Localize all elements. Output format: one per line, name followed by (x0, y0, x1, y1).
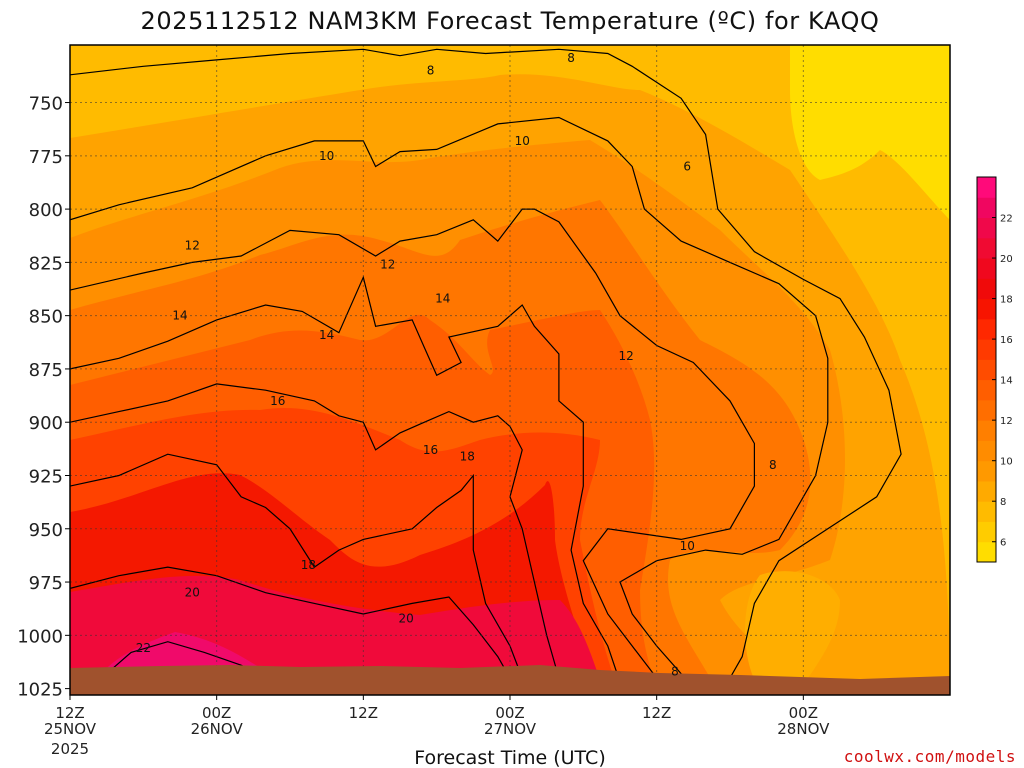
contour-label: 10 (515, 134, 530, 148)
contour-label: 6 (683, 159, 691, 173)
colorbar-swatch (977, 177, 996, 198)
y-tick-label: 800 (29, 200, 63, 221)
y-tick-label: 850 (29, 307, 63, 328)
x-tick-label: 00Z (789, 704, 818, 722)
colorbar-swatch (977, 480, 996, 502)
contour-label: 8 (427, 64, 435, 78)
contour-line-8 (70, 48, 902, 679)
chart-title: 2025112512 NAM3KM Forecast Temperature (… (141, 7, 880, 35)
y-tick-label: 950 (29, 520, 63, 541)
x-tick-label: 25NOV (44, 720, 97, 738)
x-tick-label: 12Z (55, 704, 84, 722)
contour-label: 22 (136, 641, 151, 655)
colorbar-swatch (977, 359, 996, 381)
contour-label: 8 (769, 458, 777, 472)
y-tick-label: 975 (29, 573, 63, 594)
x-tick-label: 2025 (51, 740, 89, 758)
x-tick-label: 12Z (349, 704, 378, 722)
y-tick-label: 750 (29, 94, 63, 115)
x-tick-label: 00Z (202, 704, 231, 722)
contour-line-12 (70, 208, 755, 679)
contour-line-20 (70, 566, 511, 679)
contour-label: 8 (671, 665, 679, 679)
colorbar-label: 22 (1000, 214, 1013, 225)
contour-label: 14 (435, 292, 450, 306)
contour-label: 16 (423, 443, 438, 457)
x-tick-label: 12Z (642, 704, 671, 722)
colorbar-swatch (977, 237, 996, 259)
contour-label: 20 (185, 586, 200, 600)
y-tick-label: 900 (29, 413, 63, 434)
cold-band-low-level (745, 571, 840, 690)
contour-line-14 (70, 275, 621, 683)
colorbar-label: 20 (1000, 254, 1013, 265)
colorbar-swatch (977, 217, 996, 239)
colorbar-swatch (977, 541, 996, 563)
contour-line-16 (70, 383, 560, 679)
temperature-fills (70, 45, 950, 695)
colorbar-swatch (977, 298, 996, 320)
contour-label: 18 (301, 558, 316, 572)
gridlines (70, 45, 950, 695)
contour-lines (70, 48, 902, 683)
colorbar-label: 6 (1000, 538, 1006, 549)
colorbar-swatch (977, 197, 996, 219)
x-tick-label: 00Z (495, 704, 524, 722)
colorbar-label: 8 (1000, 497, 1006, 508)
colorbar-swatch (977, 258, 996, 279)
colorbar-swatch (977, 521, 996, 543)
colorbar-swatch (977, 420, 996, 441)
colorbar-swatch (977, 278, 996, 300)
colorbar-swatch (977, 318, 996, 340)
colorbar-swatch (977, 440, 996, 462)
contour-label: 16 (270, 394, 285, 408)
colorbar-label: 10 (1000, 457, 1013, 468)
colorbar-swatch (977, 460, 996, 482)
colorbar-label: 14 (1000, 376, 1013, 387)
x-axis-label: Forecast Time (UTC) (414, 747, 605, 768)
contour-label: 12 (185, 238, 200, 252)
contour-line-18 (70, 453, 523, 679)
contour-label: 12 (618, 349, 633, 363)
colorbar-swatch (977, 339, 996, 360)
colorbar-swatch (977, 399, 996, 421)
contour-label: 14 (172, 309, 187, 323)
contour-label: 8 (567, 51, 575, 65)
contour-line-10 (70, 116, 829, 683)
contour-label: 10 (319, 149, 334, 163)
site-credit: coolwx.com/models (844, 747, 1016, 766)
y-tick-label: 875 (29, 360, 63, 381)
colorbar-swatch (977, 379, 996, 401)
terrain-ground (70, 665, 950, 695)
x-tick-label: 27NOV (484, 720, 537, 738)
y-axis: 750 775 800 825 850 875 900 925 950 975 1000 1025 (17, 94, 70, 701)
colorbar: 22 20 18 16 14 12 10 8 6 (976, 176, 1013, 563)
y-tick-label: 1000 (17, 626, 63, 647)
y-tick-label: 1025 (17, 680, 63, 701)
contour-label: 10 (680, 539, 695, 553)
contour-label: 12 (380, 258, 395, 272)
colorbar-label: 16 (1000, 335, 1013, 346)
y-tick-label: 925 (29, 466, 63, 487)
colorbar-swatch (977, 501, 996, 522)
colorbar-label: 18 (1000, 295, 1013, 306)
x-tick-label: 28NOV (777, 720, 830, 738)
contour-labels: 8 8 8 8 6 10 10 10 12 12 12 14 14 14 16 16 18 18 20 20 22 (136, 51, 777, 679)
plot-area: 8 8 8 8 6 10 10 10 12 12 12 14 14 14 16 16 18 18 20 20 22 (70, 45, 950, 695)
colorbar-label: 12 (1000, 416, 1013, 427)
contour-label: 20 (398, 611, 413, 625)
x-tick-label: 26NOV (191, 720, 244, 738)
contour-label: 18 (460, 449, 475, 463)
y-tick-label: 775 (29, 147, 63, 168)
contour-label: 14 (319, 328, 334, 342)
cold-pocket-upper-right (790, 45, 950, 220)
colorbar-border (976, 176, 997, 563)
y-tick-label: 825 (29, 253, 63, 274)
